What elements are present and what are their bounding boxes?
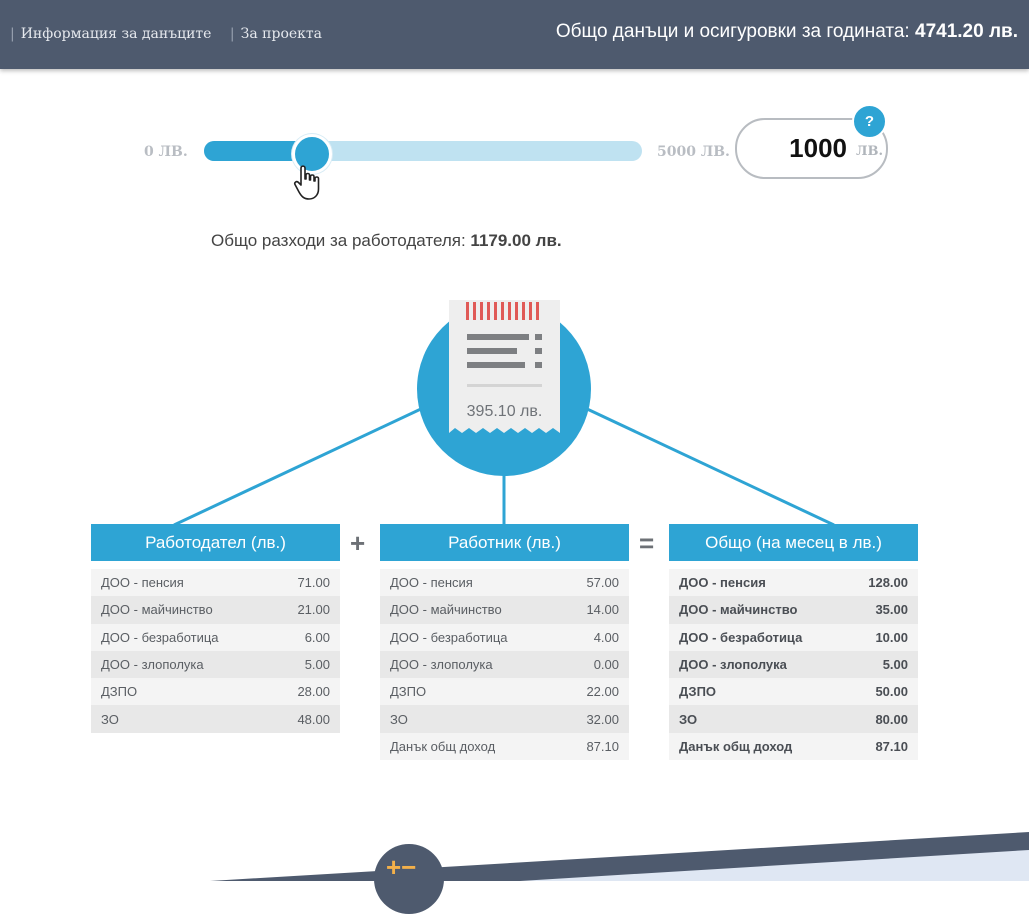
table-row: ДОО - безработица 6.00 bbox=[91, 623, 340, 651]
row-value: 50.00 bbox=[875, 684, 908, 700]
employer-table: Работодател (лв.) ДОО - пенсия 71.00 ДОО -… bbox=[91, 524, 340, 733]
table-row: ДОО - безработица 4.00 bbox=[380, 623, 629, 651]
row-value: 71.00 bbox=[297, 575, 330, 591]
table-row: ЗО 48.00 bbox=[91, 705, 340, 733]
row-value: 4.00 bbox=[593, 629, 619, 645]
row-label: ДОО - злополука bbox=[101, 657, 204, 673]
row-value: 87.10 bbox=[586, 738, 619, 754]
slider-fill bbox=[204, 141, 312, 161]
row-value: 57.00 bbox=[586, 575, 619, 591]
employer-total: Общо разходи за работодателя: 1179.00 лв… bbox=[211, 231, 562, 251]
row-label: ЗО bbox=[679, 711, 698, 727]
employer-total-label: Общо разходи за работодателя: bbox=[211, 231, 466, 250]
table-row: Данък общ доход 87.10 bbox=[380, 732, 629, 761]
table-row: Данък общ доход 87.10 bbox=[669, 732, 918, 761]
row-value: 14.00 bbox=[586, 602, 619, 618]
row-label: ЗО bbox=[390, 711, 408, 727]
slider-max-label: 5000 ЛВ. bbox=[657, 144, 730, 160]
row-value: 87.10 bbox=[875, 738, 908, 754]
row-value: 0.00 bbox=[593, 657, 619, 673]
employer-total-value: 1179.00 лв. bbox=[470, 231, 562, 250]
row-label: ДОО - злополука bbox=[390, 657, 493, 673]
row-label: ДОО - пенсия bbox=[101, 575, 184, 591]
row-label: ДЗПО bbox=[390, 684, 427, 700]
row-value: 128.00 bbox=[868, 575, 908, 591]
row-label: Данък общ доход bbox=[679, 738, 793, 754]
row-label: ДОО - пенсия bbox=[390, 575, 473, 591]
table-row: ДОО - злополука 5.00 bbox=[669, 650, 918, 679]
table-row: ДОО - безработица 10.00 bbox=[669, 623, 918, 651]
annual-total-label: Общо данъци и осигуровки за годината: bbox=[555, 21, 910, 42]
equals-sign: = bbox=[639, 528, 655, 558]
row-label: ДОО - безработица bbox=[101, 629, 219, 645]
row-label: ДОО - майчинство bbox=[390, 602, 502, 618]
table-row: ДЗПО 50.00 bbox=[669, 678, 918, 706]
table-row: ДОО - майчинство 14.00 bbox=[380, 596, 629, 624]
row-value: 10.00 bbox=[875, 629, 908, 645]
table-row: ДОО - пенсия 57.00 bbox=[380, 569, 629, 597]
total-table-rows: ДОО - пенсия 128.00 ДОО - майчинство 35.00 Д… bbox=[669, 569, 918, 761]
employer-table-title: Работодател (лв.) bbox=[91, 524, 340, 561]
table-row: ЗО 80.00 bbox=[669, 705, 918, 733]
salary-amount-input[interactable] bbox=[737, 133, 847, 164]
row-label: ДОО - майчинство bbox=[101, 602, 213, 618]
nav-link-tax-info[interactable]: Информация за данъците bbox=[20, 26, 212, 42]
row-value: 5.00 bbox=[882, 657, 908, 673]
row-value: 28.00 bbox=[297, 684, 330, 700]
table-row: ДОО - пенсия 71.00 bbox=[91, 569, 340, 597]
table-row: ЗО 32.00 bbox=[380, 705, 629, 733]
nav-separator: | bbox=[10, 26, 15, 42]
plus-minus-icon: +− bbox=[386, 852, 417, 882]
table-row: ДОО - злополука 5.00 bbox=[91, 650, 340, 679]
row-label: ЗО bbox=[101, 711, 119, 727]
connector-lines bbox=[173, 406, 835, 527]
footer-band bbox=[210, 832, 1029, 881]
employee-table-title: Работник (лв.) bbox=[380, 524, 629, 561]
receipt-icon bbox=[449, 300, 560, 433]
row-label: Данък общ доход bbox=[390, 738, 496, 754]
row-value: 22.00 bbox=[586, 684, 619, 700]
row-value: 5.00 bbox=[304, 657, 330, 673]
salary-slider[interactable] bbox=[204, 134, 642, 174]
row-label: ДОО - безработица bbox=[679, 629, 803, 645]
row-label: ДОО - майчинство bbox=[679, 602, 798, 618]
row-value: 48.00 bbox=[297, 711, 330, 727]
row-label: ДЗПО bbox=[101, 684, 138, 700]
annual-total-value: 4741.20 лв. bbox=[915, 21, 1018, 42]
plus-sign: + bbox=[350, 528, 366, 558]
row-value: 80.00 bbox=[875, 711, 908, 727]
top-bar: | Информация за данъците | За проекта Общо… bbox=[0, 0, 1029, 69]
nav-separator: | bbox=[229, 26, 235, 42]
total-table: Общо (на месец в лв.) ДОО - пенсия 128.00… bbox=[669, 524, 918, 761]
annual-total: Общо данъци и осигуровки за годината: 47… bbox=[556, 21, 1018, 43]
table-row: ДЗПО 22.00 bbox=[380, 678, 629, 706]
row-value: 21.00 bbox=[297, 602, 330, 618]
receipt-amount: 395.10 лв. bbox=[466, 403, 543, 420]
nav-link-about[interactable]: За проекта bbox=[240, 26, 323, 42]
salary-amount-box[interactable]: ЛВ. bbox=[735, 118, 888, 179]
slider-min-label: 0 ЛВ. bbox=[144, 144, 188, 160]
employee-table: Работник (лв.) ДОО - пенсия 57.00 ДОО - ма… bbox=[380, 524, 629, 761]
row-value: 6.00 bbox=[304, 629, 330, 645]
salary-amount-unit: ЛВ. bbox=[856, 144, 884, 159]
table-row: ДЗПО 28.00 bbox=[91, 678, 340, 706]
table-row: ДОО - майчинство 21.00 bbox=[91, 596, 340, 624]
row-label: ДЗПО bbox=[679, 684, 717, 700]
employer-table-rows: ДОО - пенсия 71.00 ДОО - майчинство 21.00 ДО… bbox=[91, 569, 340, 733]
slider-thumb[interactable] bbox=[292, 134, 332, 174]
table-row: ДОО - злополука 0.00 bbox=[380, 650, 629, 679]
row-label: ДОО - злополука bbox=[679, 657, 787, 673]
total-table-title: Общо (на месец в лв.) bbox=[669, 524, 918, 561]
table-row: ДОО - майчинство 35.00 bbox=[669, 596, 918, 624]
help-button[interactable]: ? bbox=[852, 104, 887, 139]
top-nav: | Информация за данъците | За проекта bbox=[10, 26, 336, 42]
row-value: 32.00 bbox=[586, 711, 619, 727]
row-value: 35.00 bbox=[875, 602, 908, 618]
hand-cursor-icon bbox=[293, 165, 320, 200]
table-row: ДОО - пенсия 128.00 bbox=[669, 569, 918, 597]
row-label: ДОО - пенсия bbox=[679, 575, 766, 591]
employee-table-rows: ДОО - пенсия 57.00 ДОО - майчинство 14.00 ДО… bbox=[380, 569, 629, 761]
row-label: ДОО - безработица bbox=[390, 629, 508, 645]
